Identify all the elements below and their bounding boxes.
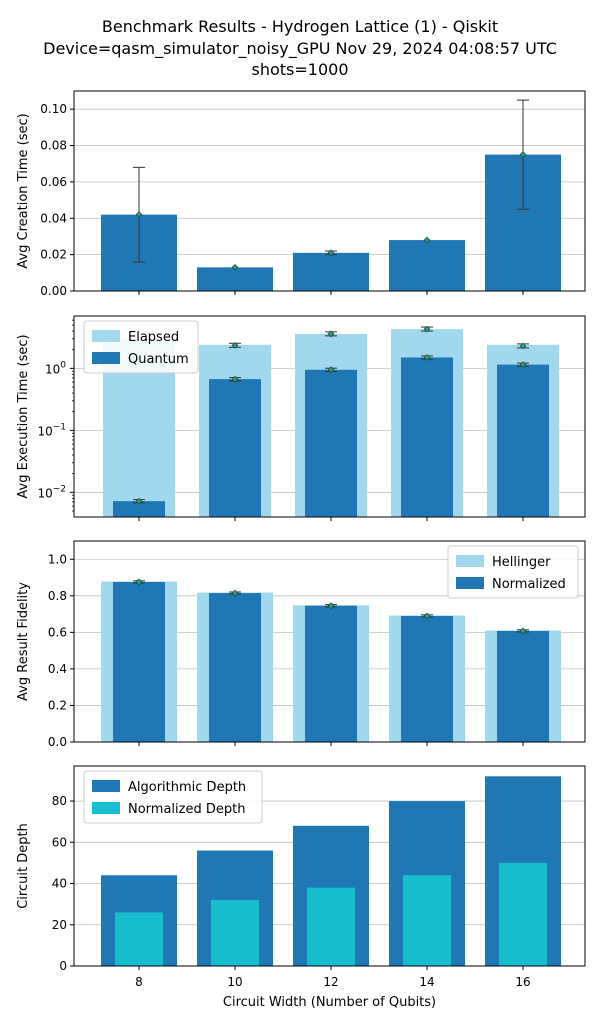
panel-3-ytick-label: 60 bbox=[52, 835, 67, 849]
panel-2-ytick-label: 0.4 bbox=[48, 662, 67, 676]
fidelity-marker bbox=[423, 612, 431, 620]
panel-2-legend-label: Hellinger bbox=[492, 555, 551, 570]
panel-1-frame bbox=[73, 315, 586, 518]
panel-3-xtick-label: 8 bbox=[135, 975, 143, 989]
elapsed-marker bbox=[423, 325, 431, 333]
normalized-fidelity-bar bbox=[497, 630, 549, 742]
panel-3-legend-swatch bbox=[92, 802, 120, 814]
panel-1-ytick-label: 100 bbox=[45, 360, 66, 376]
creation-bar bbox=[293, 252, 369, 291]
panel-2-ytick-label: 0.0 bbox=[48, 735, 67, 749]
panel-0-ytick-label: 0.06 bbox=[40, 175, 67, 189]
panel-3-frame bbox=[73, 765, 586, 967]
panel-1-legend-swatch bbox=[92, 330, 120, 342]
normalized-fidelity-bar bbox=[401, 615, 453, 742]
creation-marker bbox=[519, 151, 527, 159]
panel-1-legend-label: Elapsed bbox=[128, 330, 179, 345]
creation-marker bbox=[135, 211, 143, 219]
normalized-fidelity-bar bbox=[305, 605, 357, 742]
panel-3-legend-swatch bbox=[92, 780, 120, 792]
panel-3-xtick-label: 16 bbox=[515, 975, 530, 989]
panel-3-ylabel: Circuit Depth bbox=[16, 823, 31, 909]
normalized-depth-bar bbox=[307, 887, 355, 966]
panel-3-legend-box bbox=[83, 770, 263, 824]
creation-marker bbox=[423, 236, 431, 244]
normalized-depth-bar bbox=[211, 900, 259, 966]
elapsed-marker bbox=[519, 342, 527, 350]
creation-bar bbox=[197, 267, 273, 291]
quantum-marker bbox=[519, 361, 527, 369]
panel-3-xtick-label: 10 bbox=[227, 975, 242, 989]
panel-0-ytick-label: 0.10 bbox=[40, 102, 67, 116]
quantum-marker bbox=[135, 497, 143, 505]
normalized-fidelity-bar bbox=[113, 581, 165, 742]
quantum-bar bbox=[209, 379, 261, 517]
elapsed-marker bbox=[231, 341, 239, 349]
panel-1-legend-swatch bbox=[92, 352, 120, 364]
panel-2-ytick-label: 0.2 bbox=[48, 698, 67, 712]
normalized-depth-bar bbox=[499, 862, 547, 966]
creation-marker bbox=[327, 249, 335, 257]
panel-1-ylabel: Avg Execution Time (sec) bbox=[16, 334, 31, 498]
quantum-marker bbox=[231, 375, 239, 383]
fidelity-marker bbox=[327, 602, 335, 610]
panel-0-ytick-label: 0.00 bbox=[40, 284, 67, 298]
panel-3-legend-label: Algorithmic Depth bbox=[128, 780, 246, 795]
chart-title-line-3: shots=1000 bbox=[251, 60, 349, 79]
quantum-marker bbox=[423, 354, 431, 361]
normalized-depth-bar bbox=[115, 912, 163, 966]
panel-2-ytick-label: 0.6 bbox=[48, 625, 67, 639]
creation-bar bbox=[389, 240, 465, 291]
panel-3-xlabel: Circuit Width (Number of Qubits) bbox=[223, 995, 436, 1010]
fidelity-marker bbox=[519, 627, 527, 635]
chart-title-line-1: Benchmark Results - Hydrogen Lattice (1)… bbox=[101, 17, 499, 36]
panel-3-legend-label: Normalized Depth bbox=[128, 802, 245, 817]
panel-2-ytick-label: 1.0 bbox=[48, 552, 67, 566]
panel-2-ylabel: Avg Result Fidelity bbox=[16, 582, 31, 701]
normalized-depth-bar bbox=[403, 875, 451, 966]
panel-1-ytick-label: 10−2 bbox=[37, 484, 66, 500]
panel-1-ytick-label: 10−1 bbox=[37, 422, 66, 438]
panel-3-xtick-label: 14 bbox=[419, 975, 434, 989]
panel-2-legend-swatch bbox=[456, 555, 484, 567]
fidelity-marker bbox=[231, 589, 239, 597]
panel-2-legend-label: Normalized bbox=[492, 577, 566, 592]
panel-3-ytick-label: 40 bbox=[52, 877, 67, 891]
panel-3-xtick-label: 12 bbox=[323, 975, 338, 989]
panel-0-ytick-label: 0.08 bbox=[40, 139, 67, 153]
quantum-bar bbox=[497, 364, 549, 517]
panel-3-ytick-label: 80 bbox=[52, 794, 67, 808]
panel-0-ylabel: Avg Creation Time (sec) bbox=[16, 113, 31, 268]
quantum-marker bbox=[327, 366, 335, 374]
panel-2-legend-swatch bbox=[456, 577, 484, 589]
panel-3-ytick-label: 0 bbox=[59, 959, 67, 973]
chart-title-line-2: Device=qasm_simulator_noisy_GPU Nov 29, … bbox=[43, 39, 557, 58]
fidelity-marker bbox=[135, 578, 143, 586]
quantum-bar bbox=[113, 501, 165, 517]
quantum-bar bbox=[305, 369, 357, 517]
panel-2-ytick-label: 0.8 bbox=[48, 589, 67, 603]
normalized-fidelity-bar bbox=[209, 593, 261, 742]
panel-0-frame bbox=[73, 90, 586, 292]
panel-2-frame bbox=[73, 540, 586, 743]
panel-3-ytick-label: 20 bbox=[52, 918, 67, 932]
panel-0-ytick-label: 0.02 bbox=[40, 248, 67, 262]
panel-1-legend-label: Quantum bbox=[128, 352, 189, 367]
creation-marker bbox=[231, 263, 239, 271]
elapsed-marker bbox=[327, 330, 335, 338]
quantum-bar bbox=[401, 357, 453, 517]
panel-0-ytick-label: 0.04 bbox=[40, 211, 67, 225]
